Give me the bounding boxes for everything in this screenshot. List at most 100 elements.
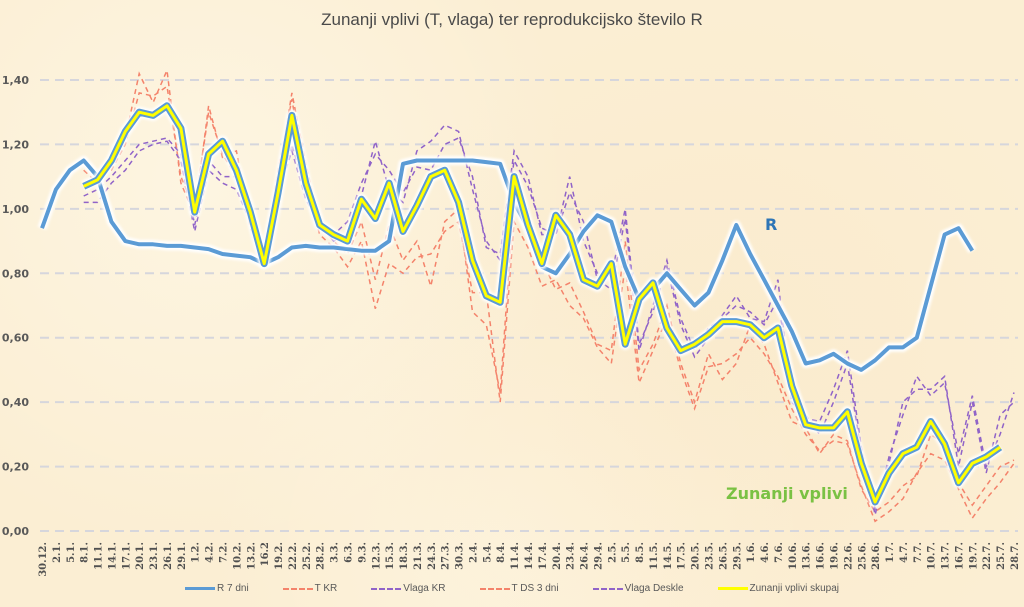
series-r-7-dni: [37, 156, 977, 375]
x-tick-label: 28.2.: [316, 542, 327, 570]
y-axis: 0,00 0,20 0,40 0,60 0,80 1,00 1,20 1,40: [2, 74, 29, 538]
x-tick-label: 29.1.: [177, 542, 188, 570]
series-line: [40, 158, 975, 372]
legend-swatch: [282, 587, 313, 590]
legend-label: T DS 3 dni: [511, 583, 559, 594]
series-line-glow: [81, 100, 1004, 508]
x-tick-label: 10.7.: [927, 542, 938, 570]
x-axis: 30.12. 2.1. 5.1. 8.1. 11.1. 14.1. 17.1. 20.1. 23…: [38, 542, 1021, 577]
x-tick-label: 20.5.: [691, 542, 702, 570]
series-vlaga-kr: [83, 136, 1015, 512]
x-tick-label: 30.3.: [455, 542, 466, 570]
chart-title: Zunanji vplivi (T, vlaga) ter reprodukci…: [321, 10, 703, 29]
series-line: [83, 136, 1015, 512]
x-tick-label: 10.2.: [232, 542, 243, 570]
x-tick-label: 17.4.: [538, 542, 549, 570]
legend-label: Vlaga KR: [403, 583, 446, 594]
x-tick-label: 18.3.: [399, 542, 410, 570]
y-tick-label: 0,60: [2, 332, 29, 345]
series-zunanji-vplivi-skupaj: [81, 100, 1004, 508]
legend-label: Zunanji vplivi skupaj: [749, 583, 840, 594]
x-tick-label: 2.1.: [52, 542, 63, 563]
x-tick-label: 5.5.: [621, 542, 632, 563]
x-tick-label: 28.7.: [1010, 542, 1021, 570]
r-annotation: R: [765, 215, 778, 234]
x-tick-label: 23.1.: [149, 542, 160, 570]
x-tick-label: 1.7.: [885, 542, 896, 563]
x-tick-label: 17.5.: [677, 542, 688, 570]
x-tick-label: 13.6.: [802, 542, 813, 570]
legend-item: Zunanji vplivi skupaj: [717, 583, 840, 594]
x-tick-label: 22.7.: [982, 542, 993, 570]
x-tick-label: 17.1.: [121, 542, 132, 570]
x-tick-label: 26.4.: [580, 542, 591, 570]
x-tick-label: 12.3.: [371, 542, 382, 570]
legend-label: Vlaga Deskle: [624, 583, 684, 594]
x-tick-label: 25.7.: [996, 542, 1007, 570]
x-tick-label: 19.6.: [829, 542, 840, 570]
x-tick-label: 9.3.: [357, 542, 368, 563]
x-tick-label: 1.6.: [746, 542, 757, 563]
x-tick-label: 15.3.: [385, 542, 396, 570]
series-line: [83, 124, 1015, 516]
legend-swatch: [592, 587, 623, 590]
x-tick-label: 4.7.: [899, 542, 910, 563]
x-tick-label: 25.6.: [857, 542, 868, 570]
x-tick-label: 29.5.: [732, 542, 743, 570]
legend-swatch: [371, 587, 402, 590]
x-tick-label: 19.7.: [968, 542, 979, 570]
series-line: [83, 67, 1015, 523]
legend-item: R 7 dni: [184, 583, 249, 594]
x-tick-label: 6.3.: [343, 542, 354, 563]
legend-label: T KR: [314, 583, 338, 594]
x-tick-label: 13.2.: [246, 542, 257, 570]
x-tick-label: 14.4.: [524, 542, 535, 570]
x-tick-label: 26.1.: [163, 542, 174, 570]
legend-item: Vlaga KR: [371, 583, 446, 594]
x-tick-label: 25.2.: [302, 542, 313, 570]
x-tick-label: 14.1.: [107, 542, 118, 570]
legend-label: R 7 dni: [216, 583, 249, 594]
x-tick-label: 22.2.: [288, 542, 299, 570]
legend-item: T KR: [282, 583, 338, 594]
series-t-ds-3-dni: [83, 67, 1015, 523]
x-tick-label: 23.4.: [566, 542, 577, 570]
external-influences-annotation: Zunanji vplivi: [726, 484, 848, 503]
x-tick-label: 10.6.: [788, 542, 799, 570]
x-tick-label: 4.2.: [205, 542, 216, 563]
y-tick-label: 0,80: [2, 267, 29, 280]
legend-item: Vlaga Deskle: [592, 583, 684, 594]
series-line-outline: [82, 102, 1003, 506]
x-tick-label: 26.5.: [718, 542, 729, 570]
x-tick-label: 22.6.: [843, 542, 854, 570]
legend-swatch: [184, 587, 215, 590]
x-tick-label: 8.4.: [496, 542, 507, 563]
x-tick-label: 28.6.: [871, 542, 882, 570]
legend-item: T DS 3 dni: [479, 583, 559, 594]
x-tick-label: 16.6.: [816, 542, 827, 570]
x-tick-label: 8.5.: [635, 542, 646, 563]
legend-swatch: [717, 587, 748, 590]
series-vlaga-deskle: [83, 124, 1015, 516]
x-tick-label: 5.4.: [482, 542, 493, 563]
x-tick-label: 19.2.: [274, 542, 285, 570]
x-tick-label: 8.1.: [80, 542, 91, 563]
x-tick-label: 29.4.: [593, 542, 604, 570]
legend-swatch: [479, 587, 510, 590]
x-tick-label: 16.7.: [954, 542, 965, 570]
x-tick-label: 16.2: [260, 542, 271, 566]
legend: R 7 dni T KR Vlaga KR T DS 3 dni Vlaga Deskl…: [0, 583, 1024, 594]
x-tick-label: 11.1.: [94, 542, 105, 570]
y-tick-label: 0,00: [2, 525, 29, 538]
x-tick-label: 7.6.: [774, 542, 785, 563]
y-tick-label: 1,40: [2, 74, 29, 87]
x-tick-label: 3.3.: [330, 542, 341, 563]
y-tick-label: 1,00: [2, 203, 29, 216]
x-tick-label: 2.5.: [607, 542, 618, 563]
series: [37, 67, 1015, 523]
x-tick-label: 20.4.: [552, 542, 563, 570]
x-tick-label: 11.4.: [510, 542, 521, 570]
y-tick-label: 0,20: [2, 461, 29, 474]
x-tick-label: 2.4.: [468, 542, 479, 563]
y-tick-label: 1,20: [2, 138, 29, 151]
